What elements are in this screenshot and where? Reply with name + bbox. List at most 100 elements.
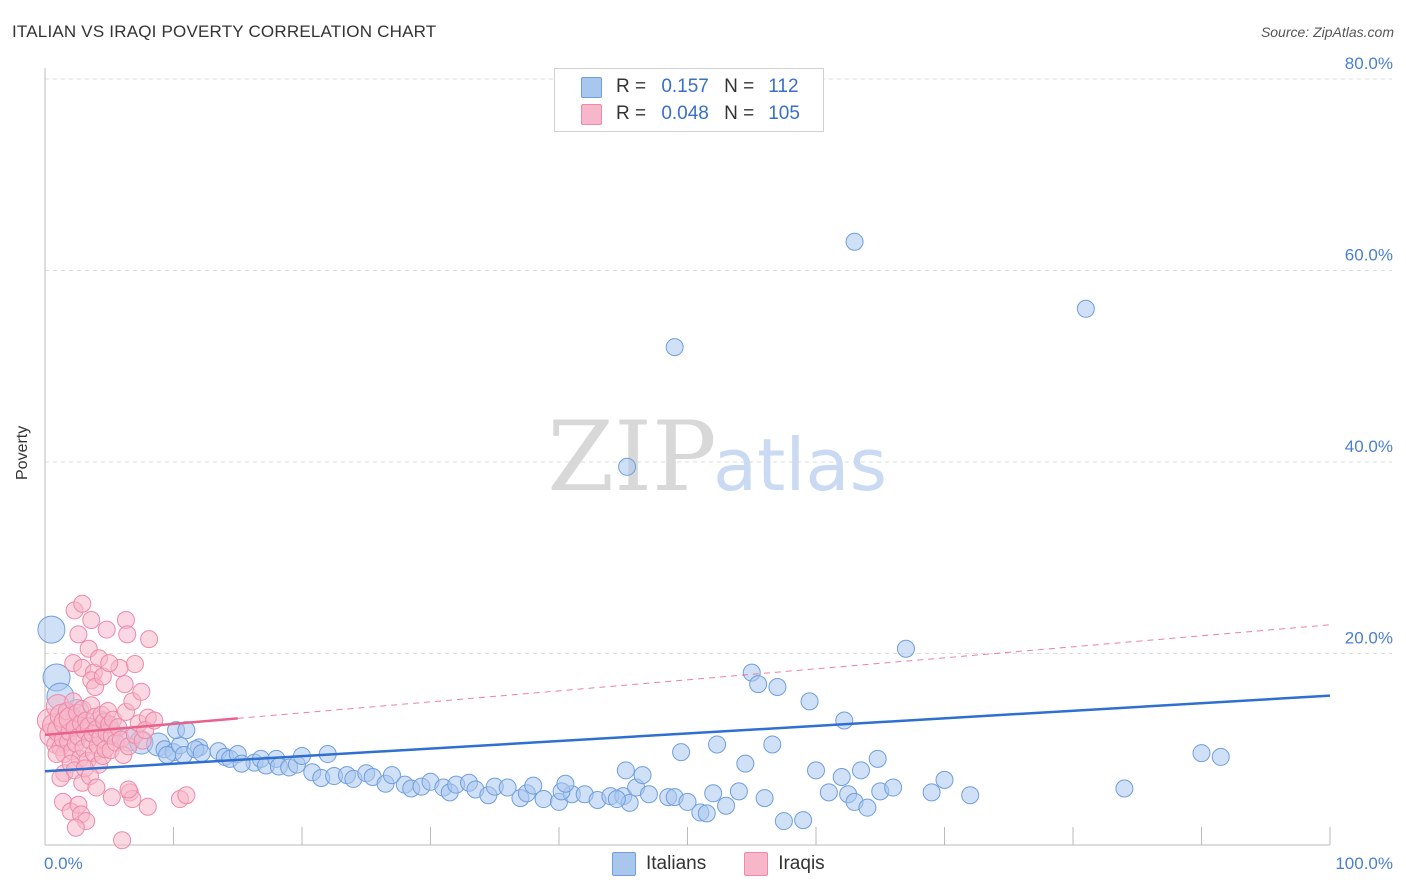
italians-point[interactable] <box>1076 299 1095 318</box>
legend-row-iraqis: R = 0.048 N = 105 <box>581 102 800 126</box>
iraqis-points <box>36 594 196 850</box>
italians-point[interactable] <box>633 766 652 785</box>
italians-point[interactable] <box>768 678 787 697</box>
iraqis-point[interactable] <box>73 594 92 613</box>
grid-lines <box>45 78 1392 654</box>
italians-point[interactable] <box>896 639 915 658</box>
italians-point[interactable] <box>192 744 211 763</box>
italians-point[interactable] <box>835 711 854 730</box>
italians-point[interactable] <box>616 761 635 780</box>
watermark-atlas: atlas <box>713 423 887 507</box>
italians-point[interactable] <box>729 782 748 801</box>
italians-point[interactable] <box>832 768 851 787</box>
r-label: R = <box>616 76 647 97</box>
italians-point[interactable] <box>800 692 819 711</box>
y-tick-label: 60.0% <box>1345 246 1393 265</box>
trend-lines <box>44 624 1331 773</box>
iraqis-point[interactable] <box>132 682 151 701</box>
italians-point[interactable] <box>868 749 887 768</box>
r-value: 0.157 <box>661 76 709 97</box>
italians-point[interactable] <box>618 457 637 476</box>
iraqis-point[interactable] <box>140 630 159 649</box>
iraqis-point[interactable] <box>102 788 121 807</box>
italians-point[interactable] <box>672 743 691 762</box>
italians-point[interactable] <box>607 790 626 809</box>
chart-title: ITALIAN VS IRAQI POVERTY CORRELATION CHA… <box>12 22 437 41</box>
italians-point[interactable] <box>524 776 543 795</box>
italians-point[interactable] <box>639 785 658 804</box>
italians-swatch <box>581 76 602 98</box>
n-label: N = <box>724 103 755 124</box>
watermark: ZIP atlas <box>547 401 887 513</box>
italians-point[interactable] <box>697 804 716 823</box>
italians-point[interactable] <box>556 774 575 793</box>
iraqis-swatch <box>744 852 769 876</box>
italians-swatch <box>612 852 636 876</box>
italians-trend-line <box>44 694 1331 773</box>
r-value: 0.048 <box>661 103 709 124</box>
iraqis-point[interactable] <box>87 778 106 797</box>
italians-point[interactable] <box>749 675 768 694</box>
legend-item-iraqis[interactable]: Iraqis <box>744 852 825 876</box>
y-tick-label: 80.0% <box>1345 54 1393 73</box>
iraqis-swatch <box>581 103 602 125</box>
italians-points <box>37 232 1230 831</box>
italians-point[interactable] <box>845 232 864 251</box>
iraqis-point[interactable] <box>177 786 196 805</box>
italians-point[interactable] <box>498 778 517 797</box>
italians-point[interactable] <box>1192 744 1211 763</box>
italians-point[interactable] <box>774 812 793 831</box>
iraqis-point[interactable] <box>115 675 134 694</box>
italians-point[interactable] <box>232 754 251 773</box>
italians-point[interactable] <box>37 615 66 644</box>
legend-row-italians: R = 0.157 N = 112 <box>581 75 799 99</box>
italians-point[interactable] <box>708 735 727 754</box>
y-tick-label: 40.0% <box>1345 437 1393 456</box>
iraqis-point[interactable] <box>125 655 144 674</box>
legend-label-iraqis: Iraqis <box>778 853 825 874</box>
series-legend: Italians Iraqis <box>612 852 863 876</box>
iraqis-trend-line-dashed <box>237 624 1331 719</box>
tick-labels: 20.0% 40.0% 60.0% 80.0% 0.0% 100.0% <box>44 54 1393 873</box>
x-tick-label-max: 100.0% <box>1335 854 1393 873</box>
iraqis-point[interactable] <box>97 620 116 639</box>
italians-point[interactable] <box>819 783 838 802</box>
iraqis-point[interactable] <box>100 654 119 673</box>
iraqis-point[interactable] <box>69 625 88 644</box>
legend-item-italians[interactable]: Italians <box>612 852 706 876</box>
italians-point[interactable] <box>807 761 825 780</box>
italians-point[interactable] <box>763 735 782 754</box>
italians-point[interactable] <box>922 783 941 802</box>
italians-point[interactable] <box>665 338 684 357</box>
italians-point[interactable] <box>717 796 736 815</box>
italians-point[interactable] <box>755 789 774 808</box>
watermark-zip: ZIP <box>547 401 716 513</box>
iraqis-point[interactable] <box>113 831 132 850</box>
italians-point[interactable] <box>1211 747 1230 766</box>
italians-point[interactable] <box>534 790 553 809</box>
italians-point[interactable] <box>884 778 903 797</box>
iraqis-trend-line-solid <box>44 717 238 737</box>
iraqis-point[interactable] <box>47 745 66 764</box>
italians-point[interactable] <box>678 792 697 811</box>
iraqis-point[interactable] <box>119 780 138 799</box>
iraqis-point[interactable] <box>82 610 101 629</box>
iraqis-point[interactable] <box>66 818 85 837</box>
italians-point[interactable] <box>382 766 401 785</box>
n-value: 112 <box>768 76 799 97</box>
italians-point[interactable] <box>1115 779 1134 798</box>
n-label: N = <box>724 76 755 97</box>
italians-point[interactable] <box>858 798 877 817</box>
iraqis-point[interactable] <box>118 625 137 644</box>
italians-point[interactable] <box>961 786 980 805</box>
iraqis-point[interactable] <box>138 797 157 816</box>
italians-point[interactable] <box>851 761 870 780</box>
legend-label-italians: Italians <box>646 853 707 874</box>
italians-point[interactable] <box>935 770 954 789</box>
italians-point[interactable] <box>794 811 813 830</box>
iraqis-point[interactable] <box>51 768 70 787</box>
italians-point[interactable] <box>704 784 723 803</box>
italians-point[interactable] <box>736 754 755 773</box>
n-value: 105 <box>768 103 800 124</box>
